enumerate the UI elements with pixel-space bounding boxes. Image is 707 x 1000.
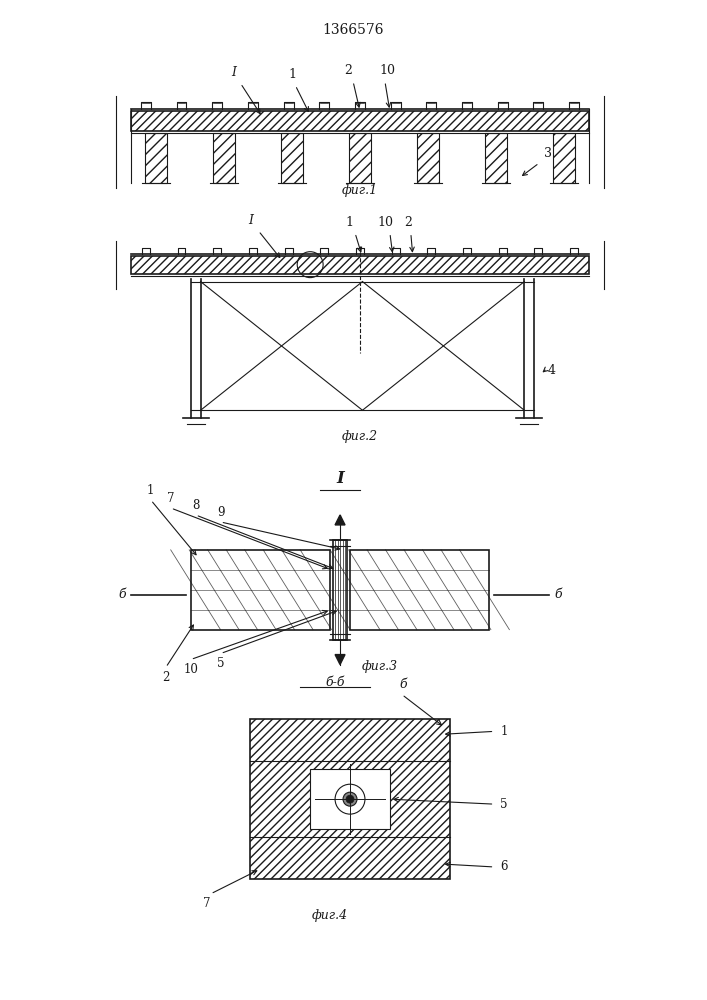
Bar <box>281 133 303 183</box>
Bar <box>191 550 330 630</box>
Text: 7: 7 <box>167 492 175 505</box>
Bar <box>485 133 507 183</box>
Bar <box>250 719 450 879</box>
Text: б: б <box>118 588 126 601</box>
Text: I: I <box>336 470 344 487</box>
Bar <box>213 133 235 183</box>
Text: 5: 5 <box>501 798 508 811</box>
Polygon shape <box>335 655 345 665</box>
Text: 1366576: 1366576 <box>322 23 384 37</box>
Text: 10: 10 <box>378 216 394 229</box>
Circle shape <box>343 792 357 806</box>
Text: фиг.4: фиг.4 <box>312 909 348 922</box>
Bar <box>333 540 347 640</box>
Text: 3: 3 <box>544 147 552 160</box>
Polygon shape <box>335 515 345 525</box>
Text: 5: 5 <box>217 657 224 670</box>
Text: 6: 6 <box>501 860 508 873</box>
Text: 1: 1 <box>288 68 296 81</box>
Bar <box>145 133 167 183</box>
Text: 1: 1 <box>147 484 155 497</box>
Text: I: I <box>231 66 236 79</box>
Text: фиг.3: фиг.3 <box>362 660 398 673</box>
Bar <box>417 133 439 183</box>
Bar <box>310 769 390 829</box>
Text: б: б <box>400 678 407 691</box>
Text: 8: 8 <box>192 499 199 512</box>
Text: 2: 2 <box>404 216 411 229</box>
Text: 1: 1 <box>345 216 353 229</box>
Text: 10: 10 <box>380 64 396 77</box>
Text: 2: 2 <box>344 64 352 77</box>
Text: I: I <box>248 214 253 227</box>
Bar <box>131 111 589 131</box>
Text: 7: 7 <box>203 897 210 910</box>
Bar <box>131 256 589 274</box>
Text: 9: 9 <box>217 506 224 519</box>
Bar <box>350 550 489 630</box>
Text: 2: 2 <box>162 671 170 684</box>
Text: 1: 1 <box>501 725 508 738</box>
Text: б-б: б-б <box>325 676 345 689</box>
Circle shape <box>346 795 354 803</box>
Bar <box>553 133 575 183</box>
Text: 10: 10 <box>183 663 198 676</box>
Text: фиг.2: фиг.2 <box>342 430 378 443</box>
Text: 4: 4 <box>547 364 555 377</box>
Text: б: б <box>554 588 562 601</box>
Text: фиг.1: фиг.1 <box>342 184 378 197</box>
Bar <box>349 133 371 183</box>
